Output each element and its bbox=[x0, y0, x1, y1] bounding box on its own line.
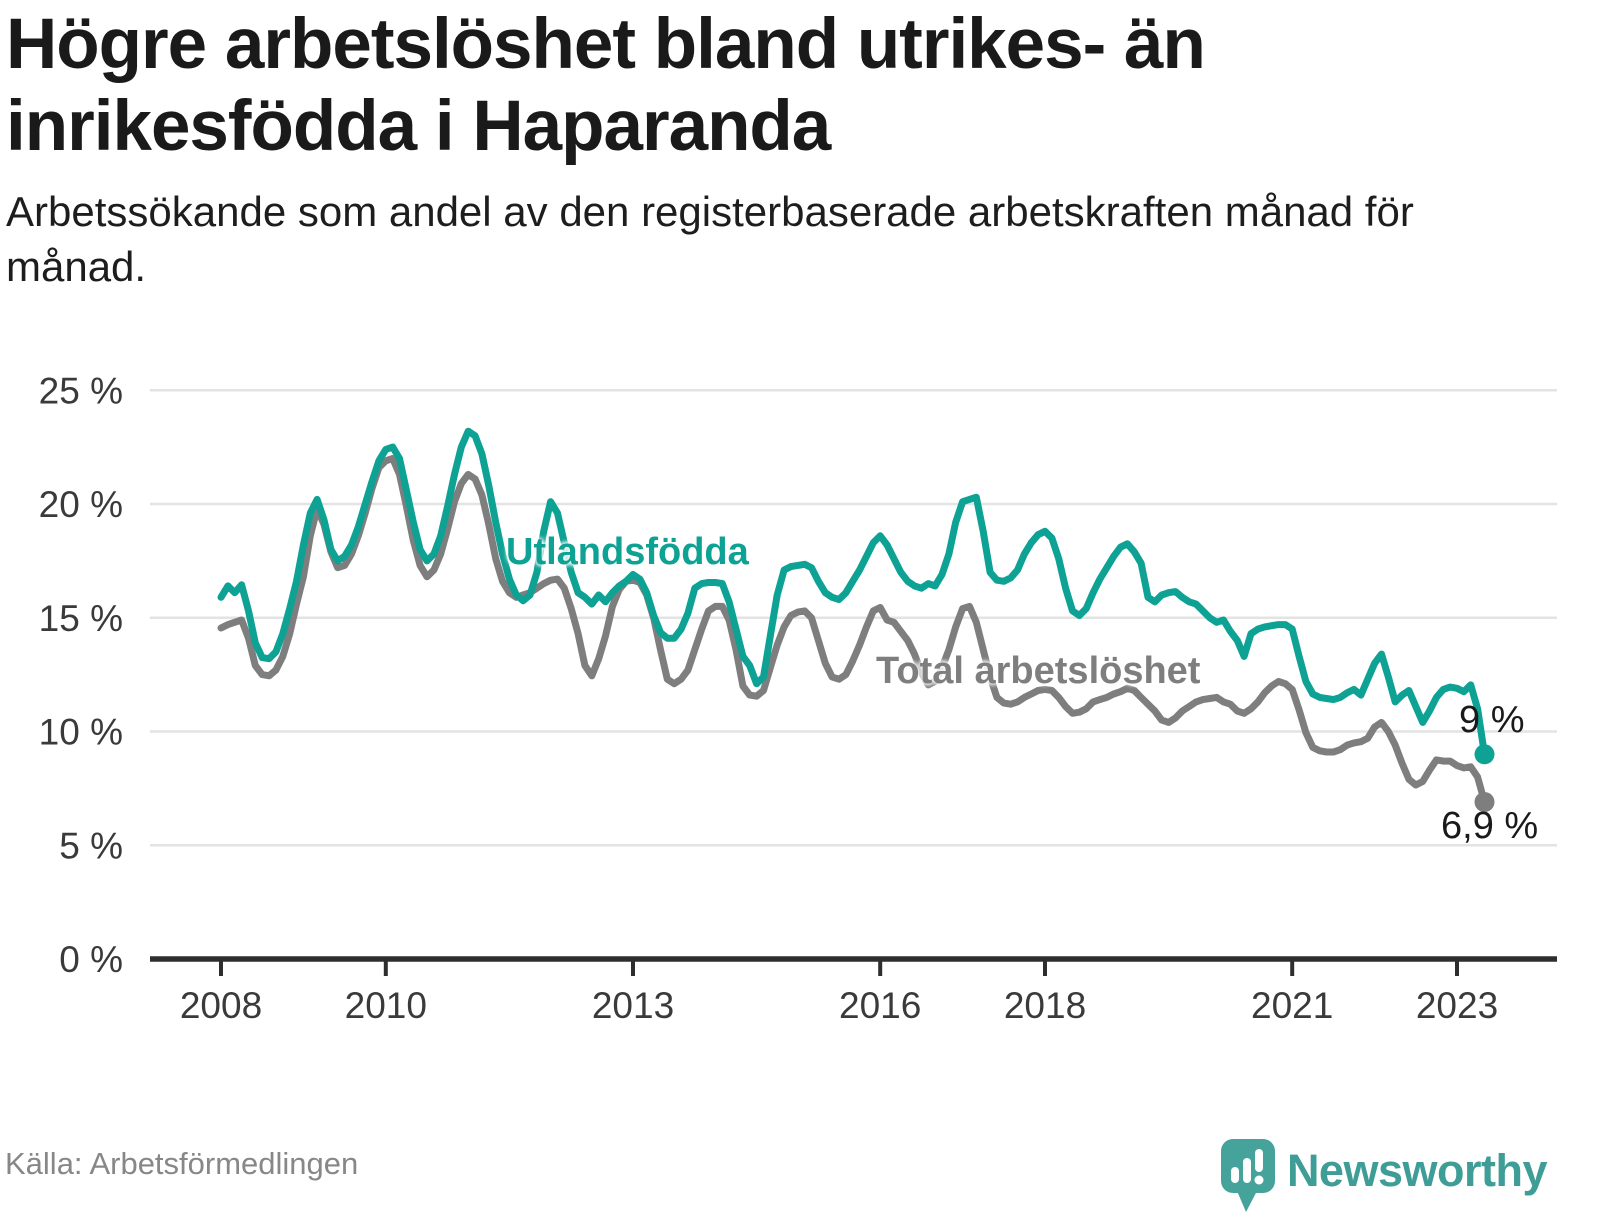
x-tick-label: 2013 bbox=[592, 985, 674, 1026]
newsworthy-logo-icon bbox=[1220, 1139, 1275, 1212]
x-tick-label: 2016 bbox=[839, 985, 921, 1026]
series-line-0 bbox=[217, 427, 1488, 758]
x-tick-label: 2018 bbox=[1004, 985, 1086, 1026]
source-caption: Källa: Arbetsförmedlingen bbox=[5, 1146, 359, 1181]
y-tick-label: 0 % bbox=[59, 939, 123, 980]
x-tick-label: 2021 bbox=[1251, 985, 1333, 1026]
series-line-1 bbox=[217, 455, 1488, 806]
newsworthy-logo-text: Newsworthy bbox=[1286, 1145, 1548, 1196]
x-tick-label: 2008 bbox=[180, 985, 262, 1026]
y-tick-label: 20 % bbox=[39, 484, 123, 525]
newsworthy-logo: Newsworthy bbox=[1220, 1138, 1548, 1214]
page-subtitle: Arbetssökande som andel av den registerb… bbox=[6, 188, 1414, 291]
series-end-dot-1 bbox=[1474, 792, 1495, 812]
y-tick-label: 5 % bbox=[59, 825, 123, 866]
series-label-utlandsfodda: Utlandsfödda bbox=[506, 531, 749, 573]
series-end-dot-0 bbox=[1474, 744, 1495, 765]
x-tick-label: 2023 bbox=[1416, 985, 1498, 1026]
end-value-total-arbetsloshet: 6,9 % bbox=[1441, 805, 1539, 847]
end-value-utlandsfodda: 9 % bbox=[1459, 699, 1525, 741]
series-label-total-arbetsloshet: Total arbetslöshet bbox=[876, 650, 1201, 692]
x-tick-label: 2010 bbox=[345, 985, 427, 1026]
y-tick-label: 25 % bbox=[39, 370, 123, 411]
page-title: Högre arbetslöshet bland utrikes- än inr… bbox=[6, 5, 1206, 167]
y-tick-label: 15 % bbox=[39, 598, 123, 639]
y-tick-label: 10 % bbox=[39, 712, 123, 753]
